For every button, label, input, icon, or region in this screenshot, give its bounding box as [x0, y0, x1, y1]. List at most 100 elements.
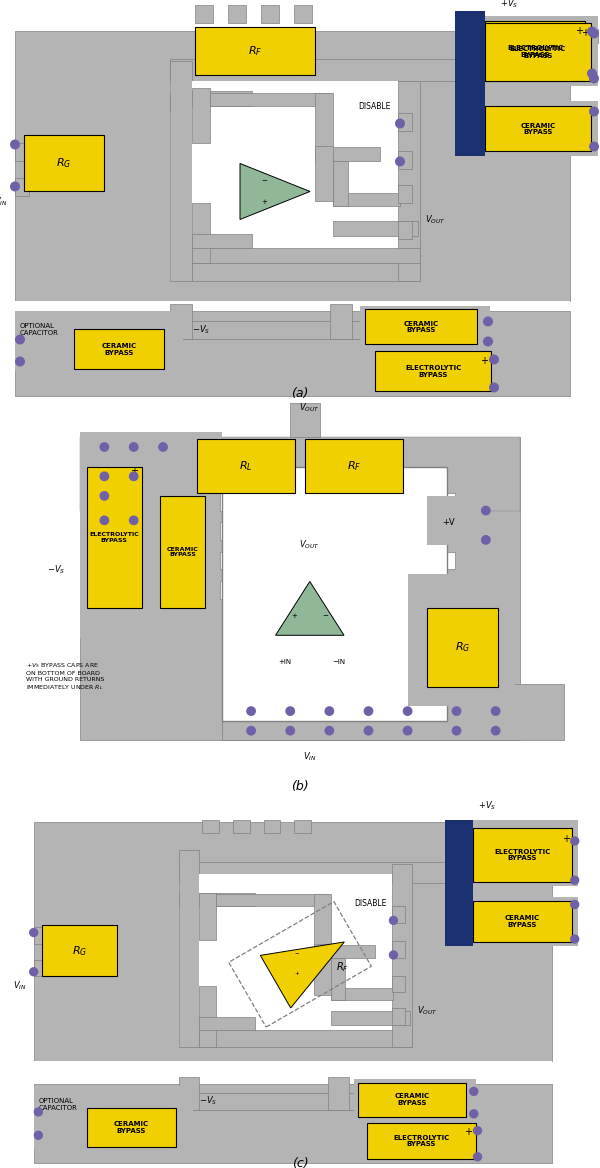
- Bar: [195, 6, 213, 23]
- Bar: [34, 960, 47, 976]
- Bar: [455, 32, 485, 111]
- Text: $V_{IN}$: $V_{IN}$: [303, 751, 317, 764]
- Circle shape: [481, 535, 491, 544]
- Bar: [354, 1079, 476, 1119]
- Text: $R_F$: $R_F$: [335, 960, 349, 974]
- Bar: [333, 161, 348, 207]
- Bar: [220, 493, 235, 510]
- Bar: [445, 820, 473, 946]
- Circle shape: [473, 1126, 482, 1135]
- Bar: [468, 897, 578, 946]
- Text: $R_F$: $R_F$: [347, 459, 361, 473]
- Bar: [315, 147, 380, 161]
- Bar: [80, 432, 222, 638]
- Circle shape: [452, 707, 461, 716]
- Circle shape: [246, 707, 256, 716]
- Text: −: −: [322, 613, 328, 619]
- Bar: [192, 82, 398, 264]
- Circle shape: [489, 354, 499, 364]
- Bar: [87, 1108, 176, 1147]
- Bar: [192, 89, 210, 144]
- Circle shape: [587, 69, 597, 78]
- Bar: [170, 321, 480, 340]
- Text: +: +: [292, 613, 298, 619]
- Bar: [305, 439, 403, 493]
- Bar: [233, 820, 250, 834]
- Bar: [197, 439, 295, 493]
- Bar: [392, 941, 404, 958]
- Circle shape: [10, 181, 20, 192]
- Bar: [199, 874, 392, 1030]
- Text: +: +: [262, 199, 268, 204]
- Text: $R_G$: $R_G$: [455, 640, 470, 654]
- Bar: [315, 93, 333, 161]
- Bar: [367, 1124, 476, 1159]
- Circle shape: [286, 725, 295, 736]
- Text: (b): (b): [291, 780, 309, 793]
- Bar: [473, 828, 572, 882]
- Text: $V_{OUT}$: $V_{OUT}$: [299, 538, 320, 551]
- Text: +: +: [562, 834, 571, 844]
- Bar: [398, 82, 420, 281]
- Bar: [498, 29, 598, 43]
- Bar: [192, 249, 420, 264]
- Bar: [34, 1084, 552, 1163]
- Circle shape: [395, 157, 405, 167]
- Bar: [328, 1077, 349, 1110]
- Bar: [455, 12, 485, 157]
- Bar: [370, 348, 500, 394]
- Text: $V_{OUT}$: $V_{OUT}$: [299, 402, 320, 415]
- Bar: [160, 496, 205, 609]
- Bar: [392, 975, 404, 993]
- Circle shape: [489, 382, 499, 392]
- Bar: [156, 496, 210, 613]
- Bar: [222, 466, 447, 721]
- Bar: [170, 93, 350, 111]
- Bar: [315, 146, 333, 202]
- Text: $R_G$: $R_G$: [72, 944, 87, 958]
- Bar: [398, 152, 412, 169]
- Circle shape: [452, 725, 461, 736]
- Text: +: +: [294, 971, 299, 976]
- Bar: [358, 1083, 466, 1117]
- Text: OPTIONAL
CAPACITOR: OPTIONAL CAPACITOR: [20, 324, 59, 336]
- Bar: [398, 113, 412, 132]
- Bar: [170, 305, 192, 340]
- Bar: [179, 1093, 468, 1110]
- Polygon shape: [240, 164, 310, 220]
- Text: ELECTROLYTIC
BYPASS: ELECTROLYTIC BYPASS: [89, 533, 139, 543]
- Bar: [80, 437, 520, 510]
- Bar: [331, 958, 345, 1000]
- Bar: [263, 820, 280, 834]
- Bar: [34, 1061, 552, 1079]
- Text: DISABLE: DISABLE: [354, 899, 386, 908]
- Circle shape: [246, 725, 256, 736]
- Bar: [364, 1119, 485, 1161]
- Bar: [222, 466, 447, 721]
- Polygon shape: [260, 941, 344, 1008]
- Text: $-V_S$: $-V_S$: [199, 1094, 217, 1107]
- Text: ELECTROLYTIC
BYPASS: ELECTROLYTIC BYPASS: [394, 1134, 449, 1147]
- Bar: [485, 106, 591, 152]
- Circle shape: [15, 356, 25, 367]
- Bar: [295, 707, 313, 723]
- Polygon shape: [275, 582, 344, 635]
- Circle shape: [589, 74, 599, 83]
- Circle shape: [129, 515, 139, 526]
- Text: −: −: [262, 179, 268, 185]
- Text: ELECTROLYTIC
BYPASS: ELECTROLYTIC BYPASS: [494, 849, 551, 861]
- Text: (c): (c): [292, 1156, 308, 1168]
- Bar: [210, 93, 330, 106]
- Text: ELECTROLYTIC
BYPASS: ELECTROLYTIC BYPASS: [510, 46, 566, 58]
- Bar: [220, 551, 235, 569]
- Bar: [34, 822, 552, 1061]
- Circle shape: [469, 1086, 478, 1096]
- Text: +: +: [480, 356, 488, 367]
- Circle shape: [389, 916, 398, 925]
- Text: CERAMIC
BYPASS: CERAMIC BYPASS: [101, 343, 137, 356]
- Circle shape: [286, 707, 295, 716]
- Circle shape: [589, 106, 599, 117]
- Bar: [445, 832, 473, 916]
- Bar: [15, 144, 29, 161]
- Circle shape: [570, 876, 580, 885]
